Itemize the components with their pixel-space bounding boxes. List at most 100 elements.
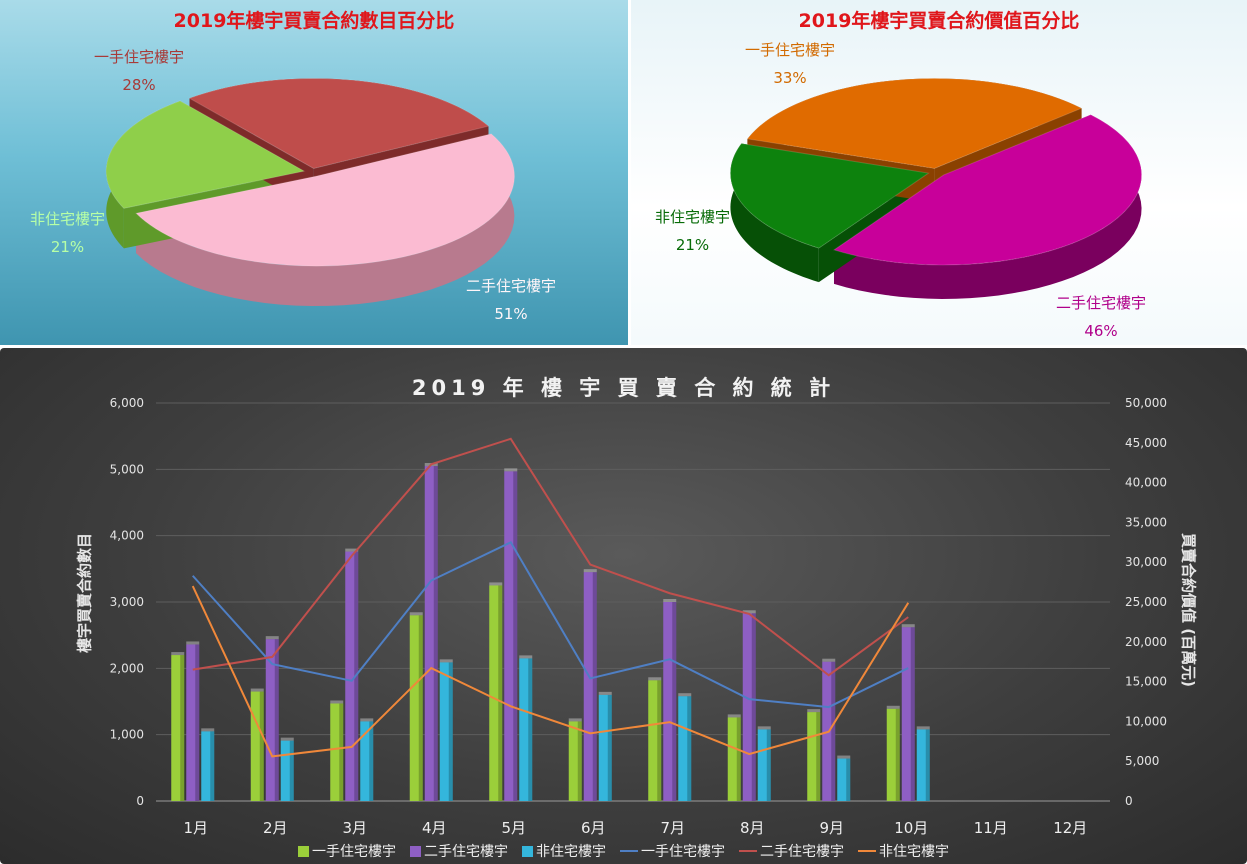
slice-pct: 21% <box>675 236 710 254</box>
y-tick-label-right: 40,000 <box>1125 476 1167 490</box>
bar-shade <box>513 471 518 801</box>
bar-cap <box>360 718 374 722</box>
pie-chart-count <box>105 77 515 307</box>
bar-shade <box>448 662 453 801</box>
y-tick-label-left: 3,000 <box>110 595 144 609</box>
bar <box>598 694 612 801</box>
bar-cap <box>568 718 582 722</box>
bar-shade <box>895 708 900 801</box>
pie-slice-top <box>746 77 1083 169</box>
y-tick-label-left: 6,000 <box>110 396 144 410</box>
bar-cap <box>663 599 677 602</box>
pie-slice-wall <box>136 133 515 307</box>
bar <box>186 644 200 801</box>
bar <box>678 696 692 801</box>
bar-shade <box>195 644 200 801</box>
legend: 一手住宅樓宇 二手住宅樓宇 非住宅樓宇 一手住宅樓宇 二手住宅樓宇 非住宅樓宇 <box>0 841 1247 861</box>
bar-shade <box>766 729 771 801</box>
bar-shade <box>498 585 503 801</box>
bar-cap <box>519 655 533 659</box>
bar-cap <box>171 652 185 656</box>
pie-slice-top <box>729 143 930 249</box>
slice-pct: 46% <box>1084 322 1118 340</box>
x-tick-label: 11月 <box>974 819 1008 837</box>
bar <box>648 680 662 801</box>
y-tick-label-right: 45,000 <box>1125 436 1167 450</box>
bar-shade <box>925 729 930 801</box>
slice-label-count-nonres: 非住宅樓宇 21% <box>30 205 105 261</box>
x-tick-label: 1月 <box>183 819 208 837</box>
x-tick-label: 12月 <box>1053 819 1087 837</box>
bar <box>916 729 930 801</box>
bar <box>568 721 582 801</box>
pie-title-count: 2019年樓宇買賣合約數目百分比 <box>173 10 455 32</box>
slice-name: 非住宅樓宇 <box>30 210 106 228</box>
bar-cap <box>648 677 662 681</box>
bar-cap <box>280 737 294 741</box>
slice-name: 非住宅樓宇 <box>655 208 731 226</box>
bar-cap <box>583 569 597 573</box>
bar-cap <box>265 636 279 640</box>
bar-cap <box>345 548 359 552</box>
bar <box>201 731 215 801</box>
y-tick-label-right: 50,000 <box>1125 396 1167 410</box>
legend-item-bar-nonres: 非住宅樓宇 <box>522 841 606 861</box>
legend-label: 一手住宅樓宇 <box>312 844 396 860</box>
pie-slice-top <box>832 114 1143 266</box>
x-tick-label: 2月 <box>263 819 288 837</box>
bar <box>727 717 741 801</box>
bar-cap <box>822 658 836 662</box>
slice-pct: 33% <box>773 69 807 87</box>
y-tick-label-left: 0 <box>136 794 144 808</box>
bar <box>265 639 279 801</box>
bar-shade <box>672 602 677 801</box>
legend-swatch <box>858 850 876 852</box>
legend-item-bar-firsthand: 一手住宅樓宇 <box>298 841 396 861</box>
legend-label: 非住宅樓宇 <box>536 844 606 860</box>
bar <box>583 572 597 801</box>
series-line <box>192 540 909 709</box>
bar <box>409 615 423 801</box>
bar-shade <box>339 703 344 801</box>
pie-title-value: 2019年樓宇買賣合約價值百分比 <box>798 10 1080 32</box>
bar-shade <box>528 658 533 801</box>
bar <box>489 585 503 801</box>
slice-label-value-nonres: 非住宅樓宇 21% <box>655 203 730 259</box>
pie-slice-top <box>105 100 306 209</box>
y-tick-label-right: 0 <box>1125 794 1133 808</box>
bar-shade <box>751 613 756 801</box>
y-tick-label-right: 25,000 <box>1125 595 1167 609</box>
bar-shade <box>910 627 915 801</box>
y-tick-label-right: 30,000 <box>1125 555 1167 569</box>
legend-item-line-secondhand: 二手住宅樓宇 <box>739 841 844 861</box>
bar-shade <box>831 661 836 801</box>
bar-shade <box>736 717 741 801</box>
legend-label: 一手住宅樓宇 <box>641 844 725 860</box>
y-tick-label-right: 35,000 <box>1125 515 1167 529</box>
bar-shade <box>577 721 582 801</box>
pie-slice-top <box>135 133 515 267</box>
bar-shade <box>816 712 821 801</box>
bar <box>504 471 518 801</box>
bar-cap <box>757 726 771 730</box>
bar-cap <box>837 755 851 759</box>
bar-shade <box>274 639 279 801</box>
bar-cap <box>250 688 264 692</box>
series-line <box>192 437 909 677</box>
slice-pct: 28% <box>122 76 156 94</box>
bar-cap <box>330 700 344 704</box>
slice-label-count-secondhand: 二手住宅樓宇 51% <box>466 272 556 328</box>
y-tick-label-left: 2,000 <box>110 661 144 675</box>
legend-label: 非住宅樓宇 <box>879 844 949 860</box>
bar-shade <box>210 731 215 801</box>
legend-swatch <box>522 845 533 857</box>
x-tick-label: 3月 <box>342 819 367 837</box>
bar-cap <box>201 728 215 732</box>
x-tick-label: 4月 <box>422 819 447 837</box>
slice-label-value-firsthand: 一手住宅樓宇 33% <box>745 36 835 92</box>
bar-cap <box>504 468 518 472</box>
slice-name: 二手住宅樓宇 <box>1056 294 1147 312</box>
bar-shade <box>418 615 423 801</box>
bar-cap <box>742 610 756 614</box>
bar-shade <box>369 721 374 801</box>
